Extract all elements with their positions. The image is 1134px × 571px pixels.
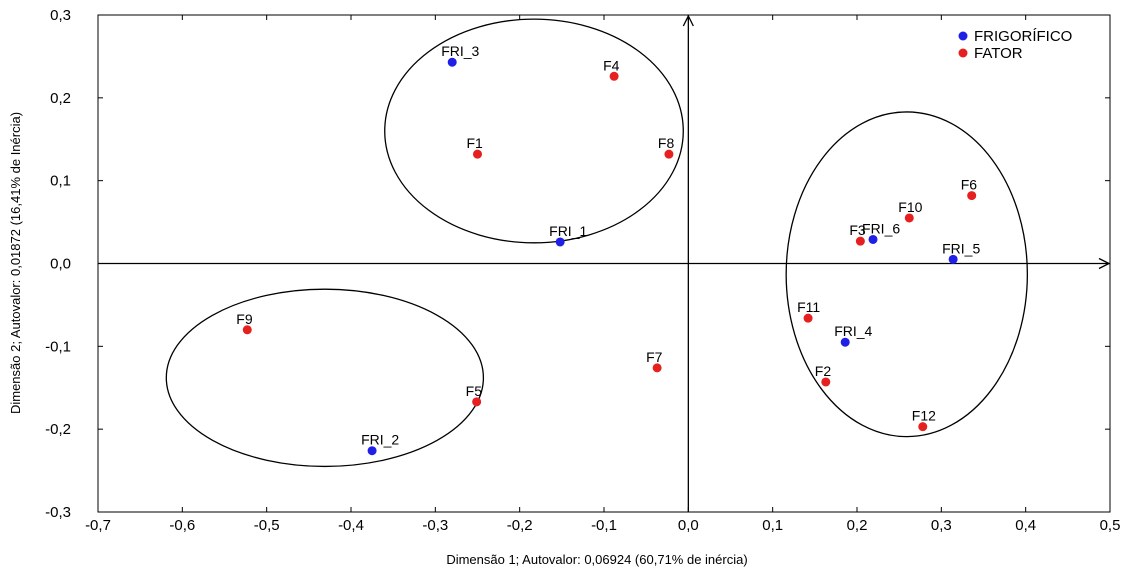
point-f1 (473, 149, 482, 159)
label-f11: F11 (797, 299, 820, 315)
axis-ticks: -0,7 -0,6 -0,5 -0,4 -0,3 -0,2 -0,1 0,0 0,1 0,2 0,3… (45, 7, 1120, 534)
x-tick-label: 0,0 (678, 517, 699, 534)
label-f12: F12 (912, 408, 936, 424)
point-fri-3 (447, 57, 457, 67)
origin-axes (98, 14, 1111, 512)
point-f2 (821, 377, 831, 387)
x-tick-label: 0,4 (1015, 517, 1036, 534)
label-f10: F10 (898, 199, 922, 215)
x-tick-label: -0,2 (507, 517, 533, 534)
label-f5: F5 (466, 383, 483, 399)
y-tick-label: 0,0 (50, 256, 71, 273)
label-f7: F7 (646, 349, 663, 365)
x-tick-label: -0,3 (422, 517, 448, 534)
label-f6: F6 (961, 177, 978, 193)
label-f8: F8 (658, 135, 675, 151)
point-f5 (472, 397, 482, 407)
point-f8 (664, 149, 674, 159)
point-f6 (967, 191, 977, 201)
cluster-ellipses (165, 18, 1029, 468)
x-arrow-head (1098, 257, 1111, 270)
legend-marker-2 (958, 48, 968, 58)
point-f11 (803, 313, 813, 323)
point-f9 (242, 325, 252, 335)
y-tick-label: -0,2 (45, 421, 71, 438)
label-f2: F2 (815, 363, 832, 379)
label-fri-2: FRI_2 (361, 432, 399, 448)
point-f7 (652, 363, 662, 373)
point-fri-1 (555, 237, 565, 247)
point-fri-6 (868, 234, 878, 244)
point-f12 (918, 422, 928, 432)
y-tick-label: 0,2 (50, 90, 71, 107)
cluster-ellipse (165, 288, 485, 468)
cluster-ellipse (384, 18, 684, 244)
cluster-ellipse (785, 111, 1029, 438)
y-tick-label: -0,1 (45, 338, 71, 355)
y-tick-label: 0,3 (50, 7, 71, 24)
label-f1: F1 (467, 135, 484, 151)
label-fri-6: FRI_6 (862, 220, 900, 236)
point-fri-5 (948, 254, 958, 264)
label-f3: F3 (849, 222, 866, 238)
x-tick-label: 0,5 (1100, 517, 1121, 534)
point-fri-4 (840, 337, 850, 347)
x-tick-label: -0,4 (338, 517, 364, 534)
x-tick-label: -0,5 (254, 517, 280, 534)
point-fri-2 (367, 446, 377, 456)
label-fri-1: FRI_1 (549, 223, 587, 239)
y-arrow-head (682, 14, 694, 27)
legend-label-2: FATOR (974, 45, 1023, 62)
label-fri-3: FRI_3 (441, 43, 479, 59)
label-fri-5: FRI_5 (942, 240, 980, 256)
y-axis-title: Dimensão 2; Autovalor: 0,01872 (16,41% d… (8, 112, 23, 414)
x-tick-label: -0,6 (169, 517, 195, 534)
point-f3 (855, 236, 865, 246)
label-fri-4: FRI_4 (834, 323, 872, 339)
x-axis-title: Dimensão 1; Autovalor: 0,06924 (60,71% d… (446, 552, 747, 567)
data-points (242, 57, 977, 456)
y-tick-label: -0,3 (45, 504, 71, 521)
label-f4: F4 (603, 57, 620, 73)
legend-label-1: FRIGORÍFICO (974, 28, 1072, 45)
x-tick-label: -0,1 (591, 517, 617, 534)
x-tick-label: -0,7 (85, 517, 111, 534)
label-f9: F9 (236, 311, 253, 327)
point-f10 (904, 213, 914, 223)
point-f4 (609, 71, 619, 81)
point-labels: FRI_1 FRI_2 FRI_3 FRI_4 FRI_5 FRI_6 F1 F2 F3 F4 F5… (236, 43, 980, 447)
x-tick-label: 0,2 (847, 517, 868, 534)
x-tick-label: 0,1 (762, 517, 783, 534)
legend-marker-1 (958, 31, 968, 41)
y-tick-label: 0,1 (50, 173, 71, 190)
x-tick-label: 0,3 (931, 517, 952, 534)
